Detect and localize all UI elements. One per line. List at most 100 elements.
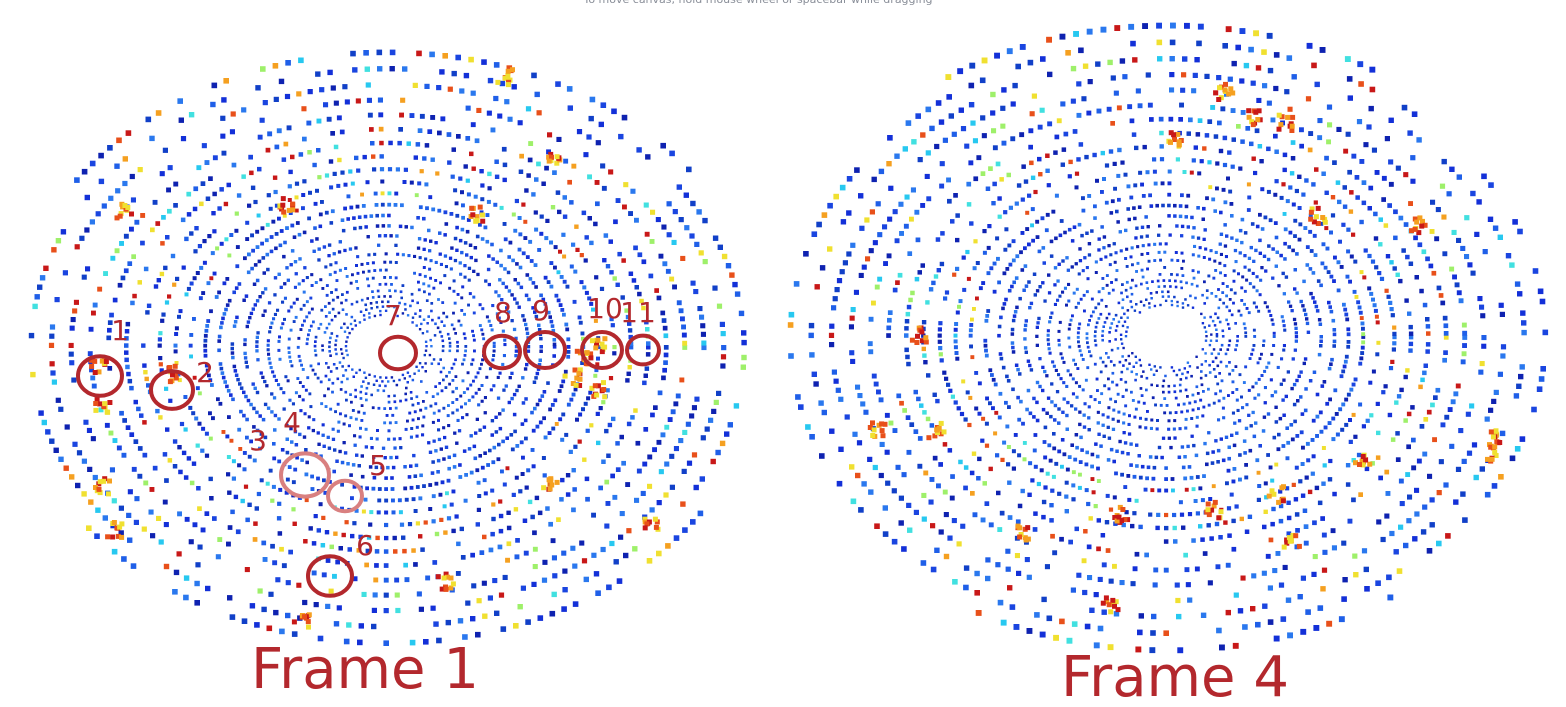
lidar-point bbox=[1297, 374, 1301, 378]
lidar-cluster bbox=[96, 369, 102, 375]
lidar-point bbox=[727, 422, 733, 428]
lidar-point bbox=[1212, 368, 1216, 371]
lidar-point bbox=[319, 278, 323, 282]
lidar-point bbox=[1345, 274, 1350, 279]
lidar-point bbox=[803, 251, 809, 257]
lidar-point bbox=[431, 395, 435, 398]
lidar-point bbox=[410, 427, 414, 430]
lidar-point bbox=[715, 449, 721, 456]
lidar-point bbox=[1177, 647, 1184, 654]
lidar-point bbox=[1512, 219, 1518, 225]
lidar-cluster bbox=[443, 571, 449, 577]
lidar-point bbox=[1111, 417, 1115, 421]
lidar-point bbox=[419, 113, 425, 119]
lidar-point bbox=[283, 296, 287, 300]
lidar-point bbox=[374, 563, 379, 568]
lidar-point bbox=[157, 343, 162, 348]
lidar-point bbox=[271, 484, 276, 489]
lidar-point bbox=[416, 216, 420, 220]
lidar-point bbox=[1104, 200, 1109, 205]
lidar-point bbox=[487, 254, 491, 258]
lidar-point bbox=[1070, 65, 1077, 72]
lidar-point bbox=[1026, 574, 1032, 580]
lidar-point bbox=[270, 392, 274, 396]
lidar-point bbox=[1119, 333, 1123, 336]
lidar-point bbox=[573, 444, 578, 449]
lidar-point bbox=[327, 322, 331, 326]
lidar-point bbox=[985, 557, 991, 563]
lidar-point bbox=[1093, 592, 1099, 598]
lidar-point bbox=[1232, 301, 1235, 305]
lidar-point bbox=[649, 239, 655, 244]
lidar-point bbox=[461, 285, 465, 289]
lidar-point bbox=[302, 179, 307, 184]
lidar-point bbox=[660, 432, 666, 438]
lidar-point bbox=[371, 607, 377, 613]
lidar-point bbox=[1237, 608, 1244, 614]
lidar-point bbox=[1425, 256, 1430, 262]
lidar-point bbox=[447, 160, 452, 165]
lidar-point bbox=[294, 181, 300, 186]
lidar-point bbox=[311, 570, 317, 576]
lidar-point bbox=[364, 376, 368, 379]
lidar-point bbox=[601, 400, 606, 405]
lidar-point bbox=[45, 429, 51, 435]
lidar-point bbox=[920, 560, 927, 566]
lidar-point bbox=[864, 217, 870, 223]
lidar-point bbox=[312, 320, 315, 324]
lidar-point bbox=[1308, 379, 1313, 383]
lidar-point bbox=[1332, 328, 1337, 332]
lidar-point bbox=[354, 246, 358, 250]
lidar-point bbox=[1104, 364, 1108, 368]
lidar-point bbox=[285, 580, 291, 586]
lidar-point bbox=[124, 357, 129, 363]
lidar-point bbox=[478, 303, 482, 307]
lidar-point bbox=[1005, 374, 1009, 379]
lidar-point bbox=[1192, 226, 1196, 230]
lidar-point bbox=[886, 333, 891, 338]
lidar-point bbox=[1273, 635, 1280, 642]
lidar-point bbox=[524, 485, 529, 490]
lidar-point bbox=[1325, 246, 1330, 251]
lidar-point bbox=[389, 234, 393, 238]
lidar-point bbox=[502, 222, 507, 226]
lidar-point bbox=[1285, 456, 1290, 461]
lidar-point bbox=[456, 345, 459, 348]
lidar-point bbox=[1311, 62, 1317, 69]
lidar-point bbox=[212, 271, 217, 276]
lidar-point bbox=[1193, 400, 1197, 404]
lidar-point bbox=[982, 229, 987, 234]
lidar-point bbox=[1023, 179, 1029, 184]
lidar-point bbox=[1384, 469, 1390, 475]
lidar-point bbox=[1146, 267, 1149, 271]
lidar-point bbox=[1240, 395, 1243, 399]
lidar-point bbox=[1294, 512, 1300, 517]
lidar-point bbox=[1284, 394, 1288, 399]
lidar-point bbox=[1219, 271, 1222, 275]
lidar-point bbox=[682, 527, 688, 533]
lidar-point bbox=[367, 284, 371, 288]
lidar-point bbox=[567, 179, 572, 185]
lidar-point bbox=[201, 426, 206, 431]
lidar-point bbox=[372, 475, 377, 480]
lidar-point bbox=[1039, 631, 1046, 638]
lidar-point bbox=[480, 328, 484, 332]
lidar-point bbox=[1488, 182, 1494, 188]
lidar-point bbox=[1258, 238, 1262, 243]
lidar-point bbox=[188, 343, 193, 348]
lidar-point bbox=[1025, 407, 1029, 412]
lidar-point bbox=[117, 282, 123, 288]
lidar-point bbox=[686, 166, 692, 173]
lidar-point bbox=[476, 371, 480, 375]
lidar-point bbox=[1384, 513, 1390, 519]
lidar-point bbox=[439, 262, 443, 266]
lidar-point bbox=[411, 548, 416, 553]
lidar-point bbox=[1330, 528, 1336, 534]
lidar-point bbox=[1267, 244, 1271, 248]
lidar-point bbox=[595, 140, 601, 146]
lidar-cluster bbox=[588, 355, 594, 361]
lidar-point bbox=[943, 553, 950, 560]
lidar-point bbox=[1243, 326, 1247, 330]
lidar-point bbox=[1358, 361, 1363, 366]
lidar-point bbox=[235, 245, 240, 249]
